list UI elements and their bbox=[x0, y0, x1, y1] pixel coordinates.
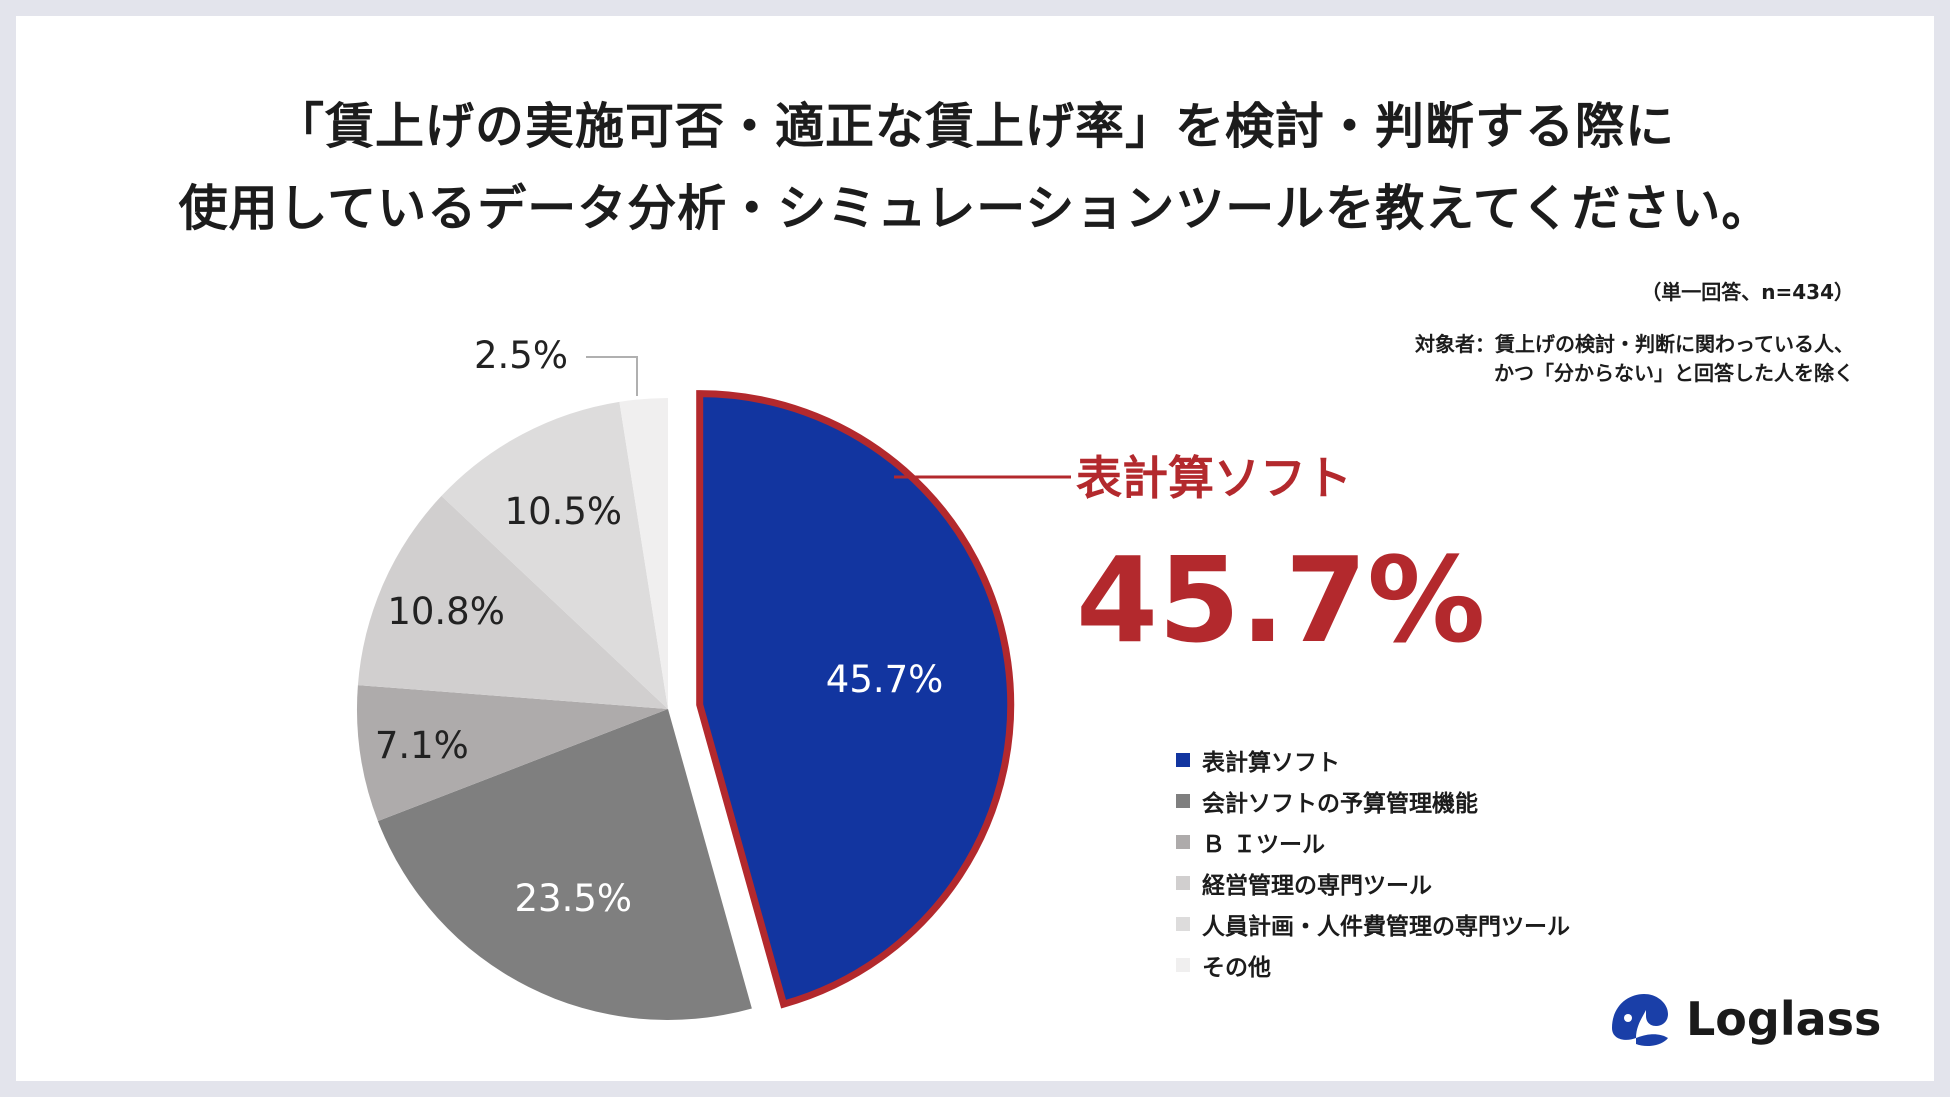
title-line-1: 「賃上げの実施可否・適正な賃上げ率」を検討・判断する際に bbox=[274, 98, 1675, 155]
slice-value-label-1: 45.7% bbox=[826, 658, 944, 701]
slice-value-label-6: 2.5% bbox=[474, 334, 568, 377]
legend-item: その他 bbox=[1176, 944, 1570, 985]
target-note-line-1: 対象者：賃上げの検討・判断に関わっている人、 bbox=[1415, 332, 1854, 356]
pie-chart: 45.7% 23.5% 7.1% 10.8% 10.5% 2.5% 表計算ソフト 45.7… bbox=[356, 334, 1485, 1020]
legend-item: 人員計画・人件費管理の専門ツール bbox=[1176, 903, 1570, 944]
pie-slice-2 bbox=[377, 709, 752, 1020]
chart-card: 「賃上げの実施可否・適正な賃上げ率」を検討・判断する際に 使用しているデータ分析… bbox=[16, 16, 1934, 1081]
legend-item: 経営管理の専門ツール bbox=[1176, 862, 1570, 903]
highlight-value: 45.7% bbox=[1076, 531, 1485, 669]
pie-slice-4 bbox=[357, 495, 668, 709]
legend-label: 人員計画・人件費管理の専門ツール bbox=[1202, 913, 1570, 940]
slice-value-label-5: 10.5% bbox=[505, 490, 623, 533]
small-slice-leader-line bbox=[586, 356, 638, 396]
legend-item: 表計算ソフト bbox=[1176, 739, 1570, 780]
legend-item: Ｂ Ｉツール bbox=[1176, 821, 1570, 862]
slice-value-label-3: 7.1% bbox=[375, 724, 469, 767]
chart-title: 「賃上げの実施可否・適正な賃上げ率」を検討・判断する際に 使用しているデータ分析… bbox=[16, 86, 1934, 250]
legend-label: その他 bbox=[1202, 954, 1271, 981]
pie-slice-6 bbox=[619, 398, 668, 709]
pie-slice-3 bbox=[356, 685, 668, 822]
legend-swatch bbox=[1176, 916, 1190, 931]
legend-swatch bbox=[1176, 752, 1190, 767]
chart-legend: 表計算ソフト会計ソフトの予算管理機能 Ｂ Ｉツール経営管理の専門ツール人員計画・人… bbox=[1176, 739, 1570, 985]
target-note-line-2: かつ「分からない」と回答した人を除く bbox=[1494, 361, 1854, 385]
sample-note: （単一回答、n=434） bbox=[1641, 280, 1854, 304]
legend-label: Ｂ Ｉツール bbox=[1202, 831, 1326, 858]
legend-label: 経営管理の専門ツール bbox=[1202, 872, 1432, 899]
legend-label: 会計ソフトの予算管理機能 bbox=[1202, 790, 1478, 817]
highlight-label: 表計算ソフト bbox=[1076, 451, 1352, 505]
whale-logo-icon bbox=[1612, 994, 1668, 1046]
pie-slice-5 bbox=[441, 401, 668, 709]
brand-name: Loglass bbox=[1686, 992, 1882, 1046]
loglass-logo: Loglass bbox=[1606, 988, 1881, 1050]
legend-swatch bbox=[1176, 957, 1190, 972]
legend-swatch bbox=[1176, 793, 1190, 808]
slice-value-label-2: 23.5% bbox=[514, 877, 632, 920]
legend-label: 表計算ソフト bbox=[1202, 749, 1340, 776]
title-line-2: 使用しているデータ分析・シミュレーションツールを教えてください。 bbox=[178, 180, 1772, 237]
legend-item: 会計ソフトの予算管理機能 bbox=[1176, 780, 1570, 821]
legend-swatch bbox=[1176, 834, 1190, 849]
legend-swatch bbox=[1176, 875, 1190, 890]
slice-value-label-4: 10.8% bbox=[387, 590, 505, 633]
pie-slice-1 bbox=[696, 390, 1015, 1009]
